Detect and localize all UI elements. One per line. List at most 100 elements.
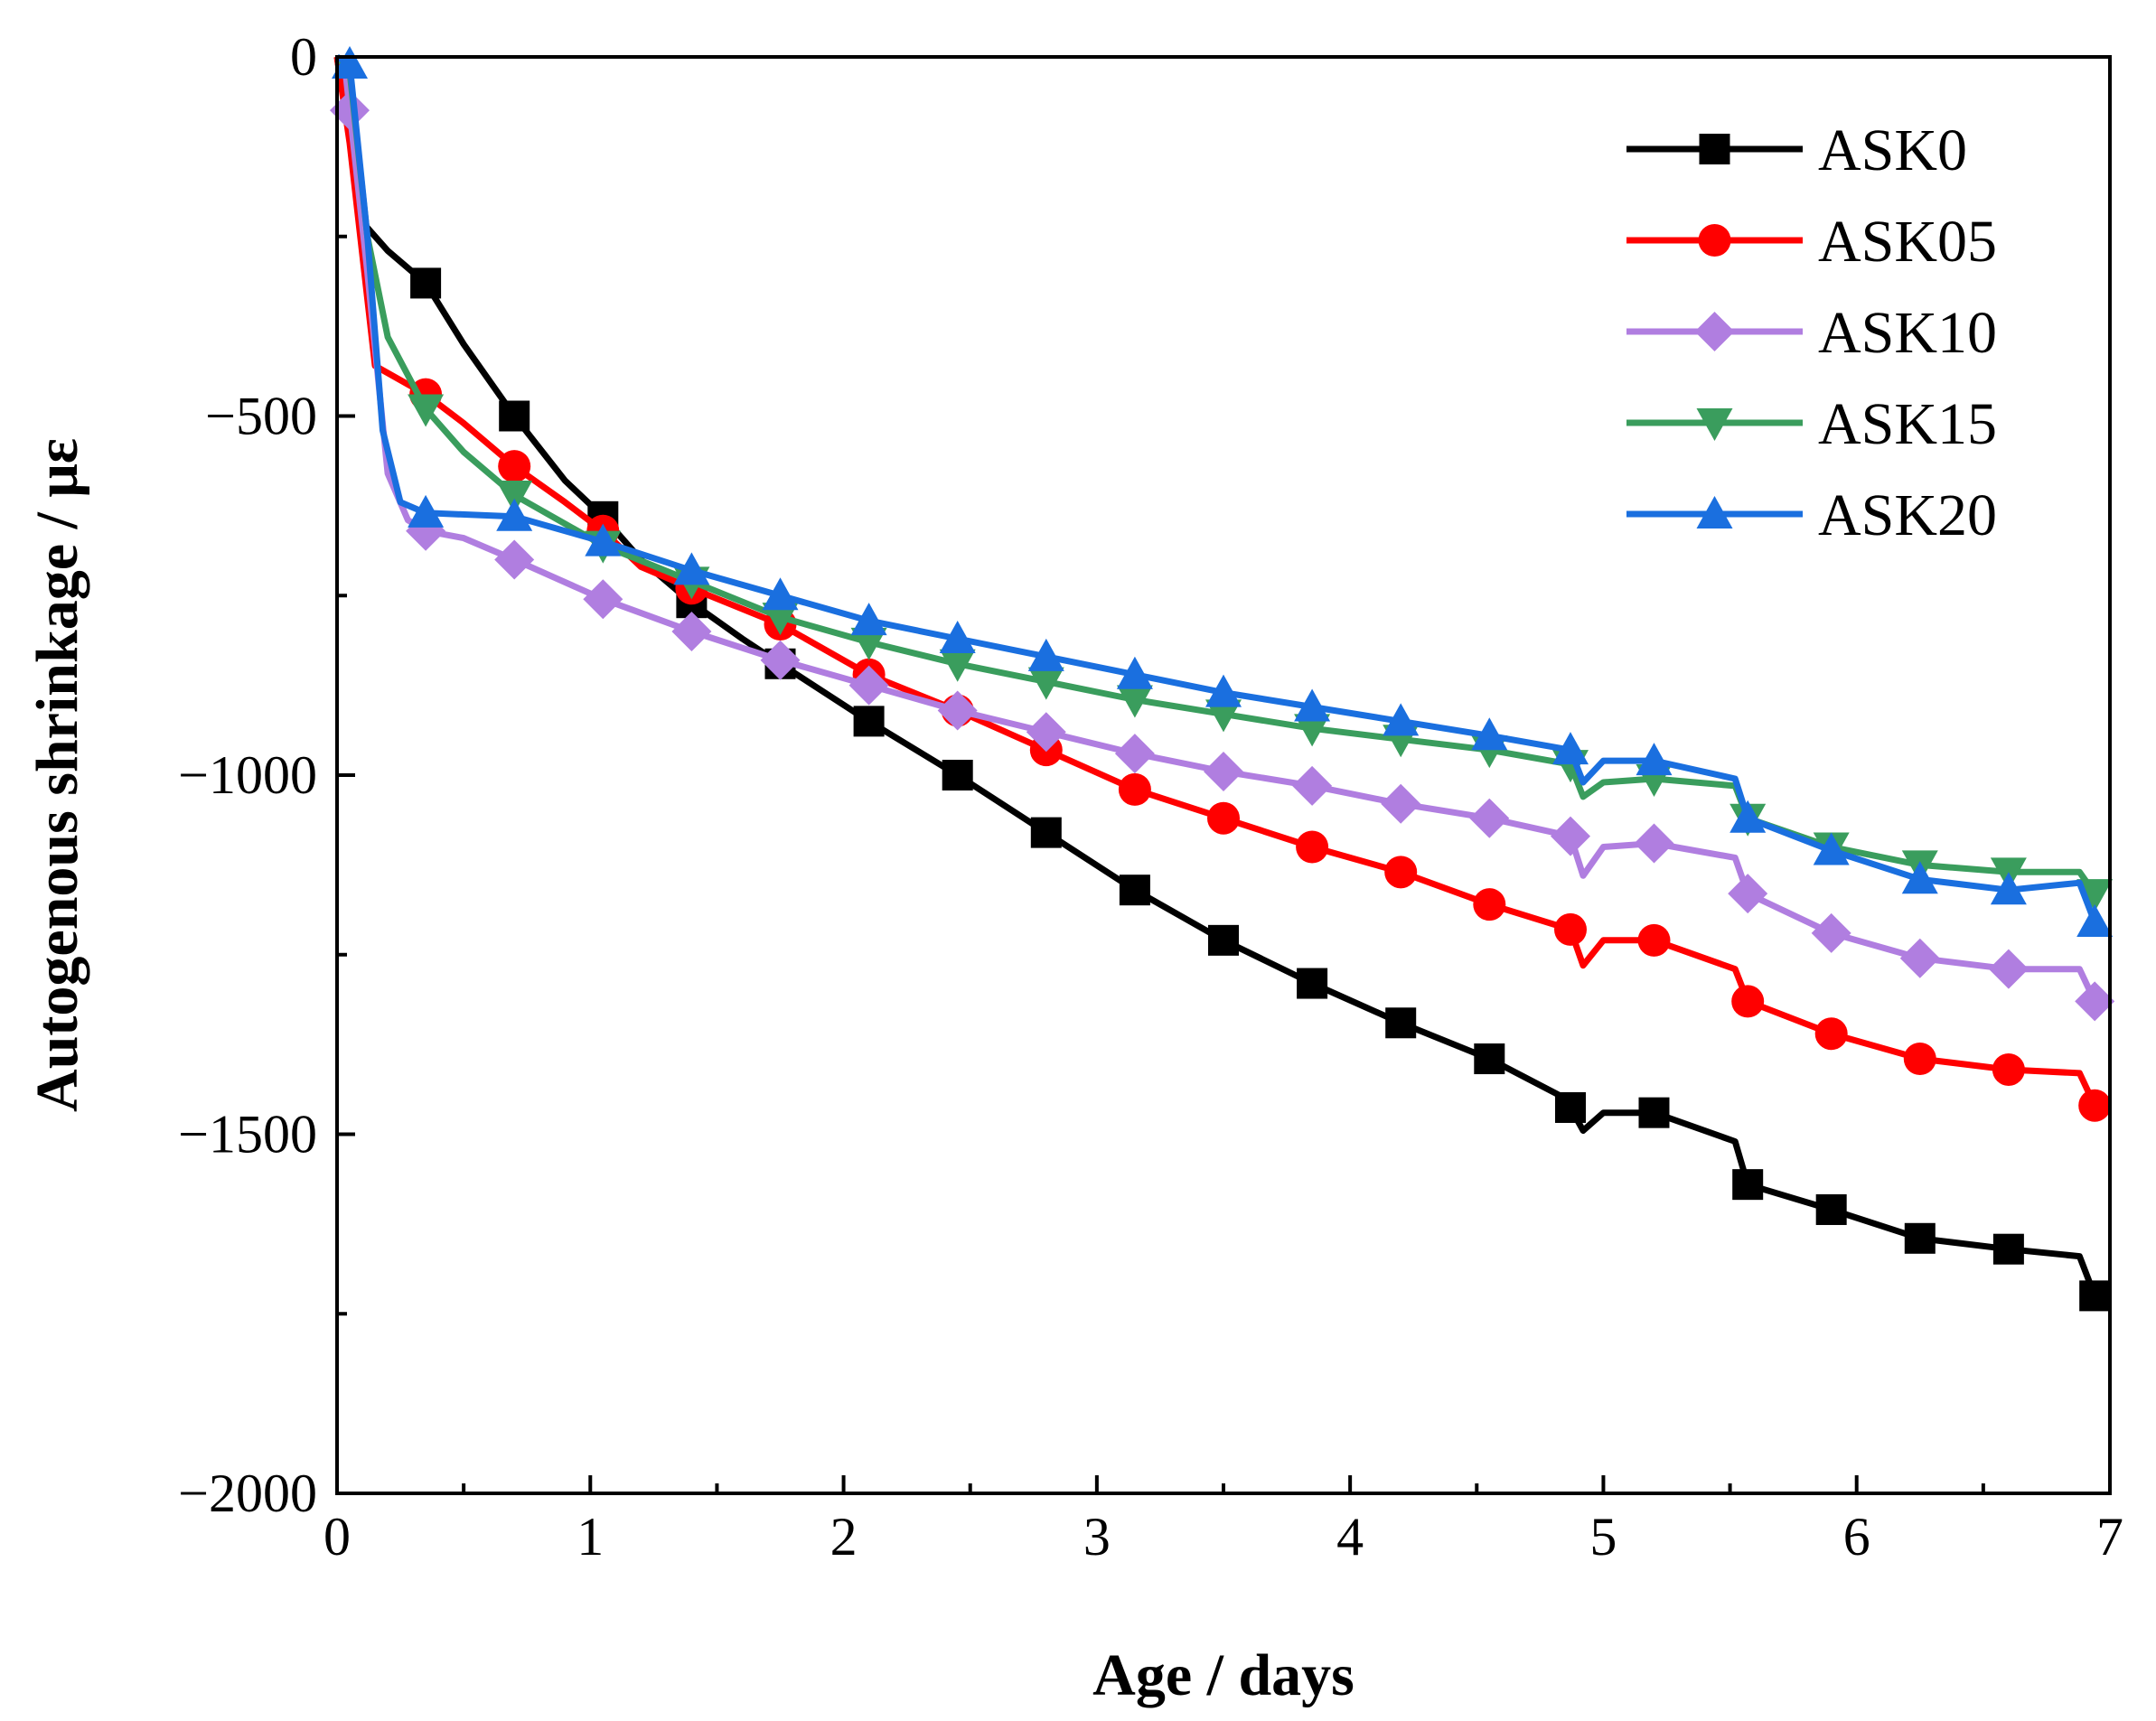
data-point-ask10	[1550, 816, 1590, 856]
data-point-ask20	[939, 620, 976, 653]
data-point-ask10	[1026, 712, 1066, 753]
data-point-ask10	[1292, 765, 1333, 806]
data-point-ask0	[1638, 1097, 1670, 1128]
legend-item-ask05: ASK05	[1626, 209, 1997, 275]
x-tick-label: 4	[1336, 1507, 1364, 1567]
x-tick-label: 2	[830, 1507, 858, 1567]
legend-label: ASK20	[1818, 482, 1997, 548]
data-point-ask0	[2079, 1280, 2111, 1312]
legend-item-ask20: ASK20	[1626, 482, 1997, 548]
data-point-ask0	[499, 400, 530, 432]
x-tick-label: 6	[1843, 1507, 1870, 1567]
data-point-ask10	[1204, 752, 1243, 792]
data-point-ask10	[583, 579, 623, 620]
legend: ASK0 ASK05 ASK10 ASK15 ASK20	[1626, 117, 1997, 548]
data-point-ask10	[1469, 798, 1510, 838]
legend-swatch-marker	[1694, 312, 1735, 351]
data-point-ask10	[760, 640, 801, 680]
data-point-ask20	[762, 577, 799, 611]
data-point-ask20	[1471, 717, 1508, 751]
y-tick-label: −1500	[178, 1105, 317, 1164]
data-point-ask05	[1731, 985, 1765, 1018]
data-point-ask15	[762, 603, 799, 636]
x-tick-label: 1	[576, 1507, 604, 1567]
legend-swatch-marker	[1699, 134, 1730, 164]
data-point-ask10	[848, 665, 889, 706]
data-point-ask05	[1814, 1017, 1848, 1051]
data-point-ask10	[2075, 981, 2115, 1022]
data-point-ask0	[942, 760, 973, 790]
y-tick-label: −2000	[178, 1464, 317, 1523]
data-point-ask20	[1729, 800, 1767, 833]
data-point-ask0	[1297, 968, 1328, 999]
data-point-ask10	[1634, 823, 1674, 864]
data-point-ask10	[494, 539, 535, 580]
data-point-ask05	[1296, 830, 1329, 864]
data-point-ask15	[496, 480, 533, 513]
data-point-ask15	[1116, 685, 1153, 718]
series-ask10	[330, 54, 2115, 1022]
data-point-ask10	[1728, 874, 1768, 914]
data-point-ask15	[1205, 699, 1242, 733]
x-tick-label: 0	[323, 1507, 351, 1567]
x-axis-title: Age / days	[1092, 1642, 1355, 1708]
data-point-ask0	[1554, 1091, 1586, 1123]
data-point-ask20	[1901, 861, 1938, 894]
data-point-ask05	[1207, 801, 1240, 835]
data-point-ask20	[408, 494, 445, 528]
ticks-layer: 0 1 2 3 4 5 6 7 0 −500 −1000 −1500 −2000	[178, 27, 2123, 1567]
x-tick-label: 7	[2096, 1507, 2123, 1567]
data-point-ask20	[1551, 732, 1589, 765]
data-point-ask10	[1899, 938, 1940, 978]
legend-label: ASK05	[1818, 209, 1997, 275]
data-point-ask20	[585, 523, 622, 557]
legend-swatch-marker	[1696, 408, 1733, 441]
data-point-ask05	[1903, 1043, 1936, 1076]
y-tick-label: 0	[290, 27, 317, 87]
data-point-ask0	[1474, 1043, 1505, 1075]
data-point-ask10	[1811, 912, 1851, 953]
data-point-ask0	[1385, 1007, 1417, 1039]
legend-label: ASK10	[1818, 300, 1997, 366]
data-point-ask10	[1381, 783, 1421, 824]
data-point-ask15	[2076, 879, 2114, 912]
data-point-ask0	[1208, 924, 1239, 956]
series-ask0	[333, 56, 2111, 1312]
data-point-ask0	[1732, 1169, 1764, 1201]
legend-label: ASK15	[1818, 391, 1997, 457]
data-point-ask20	[1813, 832, 1850, 865]
series-layer	[330, 45, 2115, 1312]
data-point-ask20	[1205, 674, 1242, 707]
data-point-ask20	[1027, 638, 1064, 671]
data-point-ask0	[1992, 1233, 2024, 1265]
data-point-ask0	[1815, 1193, 1847, 1225]
data-point-ask0	[1119, 875, 1150, 906]
data-point-ask10	[1114, 734, 1155, 774]
data-point-ask15	[408, 394, 445, 427]
data-point-ask05	[1637, 923, 1671, 957]
series-ask20	[332, 45, 2114, 937]
data-point-ask20	[673, 552, 710, 585]
data-point-ask0	[853, 706, 885, 737]
data-point-ask15	[850, 627, 887, 660]
data-point-ask10	[1988, 949, 2029, 989]
legend-item-ask0: ASK0	[1626, 117, 1967, 183]
y-tick-label: −500	[205, 387, 317, 446]
data-point-ask20	[1116, 656, 1153, 689]
legend-swatch-marker	[1698, 224, 1731, 257]
data-point-ask15	[1294, 714, 1331, 747]
data-point-ask20	[2076, 903, 2114, 937]
y-axis-title: Autogenous shrinkage / με	[24, 438, 90, 1112]
y-tick-label: −1000	[178, 745, 317, 805]
data-point-ask15	[1027, 667, 1064, 700]
data-point-ask05	[498, 450, 531, 483]
data-point-ask20	[1294, 688, 1331, 722]
legend-label: ASK0	[1818, 117, 1967, 183]
data-point-ask10	[330, 90, 370, 131]
data-point-ask20	[1636, 743, 1673, 776]
data-point-ask20	[496, 498, 533, 531]
data-point-ask0	[1030, 817, 1062, 848]
data-point-ask05	[1553, 912, 1587, 946]
data-point-ask05	[1992, 1052, 2025, 1086]
